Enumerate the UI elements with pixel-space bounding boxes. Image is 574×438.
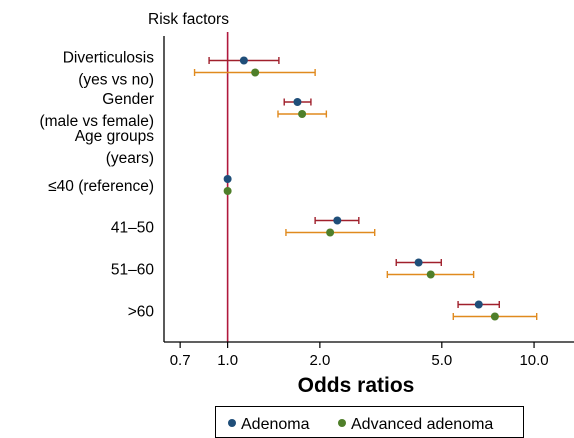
legend-label: Advanced adenoma bbox=[351, 416, 493, 433]
point-estimate bbox=[414, 258, 423, 267]
row-label: 41–50 bbox=[111, 220, 154, 237]
point-estimate bbox=[223, 175, 232, 183]
x-tick-label: 1.0 bbox=[217, 352, 238, 369]
legend-marker bbox=[228, 419, 236, 427]
point-estimate bbox=[474, 300, 483, 309]
row-label: Diverticulosis bbox=[63, 50, 155, 67]
risk-factors-header: Risk factors bbox=[148, 11, 229, 28]
forest-row: Diverticulosis (yes vs no) bbox=[63, 50, 316, 89]
legend-marker bbox=[338, 419, 346, 427]
x-tick-label: 10.0 bbox=[519, 352, 548, 369]
legend-box bbox=[215, 406, 524, 438]
row-label: Age groups bbox=[75, 128, 155, 145]
row-label: >60 bbox=[128, 304, 155, 321]
legend: Adenoma Advanced adenoma bbox=[215, 406, 524, 438]
x-tick-label: 5.0 bbox=[431, 352, 452, 369]
x-axis: 0.7 1.0 2.0 5.0 10.0 bbox=[164, 341, 574, 369]
legend-label: Adenoma bbox=[241, 416, 310, 433]
forest-row: 41–50 bbox=[111, 216, 376, 237]
point-estimate bbox=[251, 68, 260, 77]
point-estimate bbox=[490, 312, 499, 321]
point-estimate bbox=[426, 270, 435, 279]
x-tick-label: 2.0 bbox=[309, 352, 330, 369]
point-estimate bbox=[298, 110, 307, 118]
row-label: (male vs female) bbox=[39, 113, 154, 130]
row-label: (yes vs no) bbox=[78, 72, 154, 89]
row-label: 51–60 bbox=[111, 262, 154, 279]
point-estimate bbox=[293, 98, 302, 106]
row-label: (years) bbox=[106, 150, 154, 167]
point-estimate bbox=[239, 56, 248, 65]
forest-row: Gender (male vs female) bbox=[39, 91, 328, 130]
rows: Diverticulosis (yes vs no) Gender (male vs … bbox=[39, 50, 538, 321]
forest-row: >60 bbox=[128, 300, 538, 321]
forest-row: 51–60 bbox=[111, 258, 475, 279]
forest-row: Age groups (years) bbox=[75, 128, 155, 167]
x-tick-label: 0.7 bbox=[170, 352, 191, 369]
point-estimate bbox=[326, 228, 335, 237]
row-label: ≤40 (reference) bbox=[48, 178, 154, 195]
row-label: Gender bbox=[102, 91, 154, 108]
x-axis-label: Odds ratios bbox=[298, 374, 415, 397]
forest-row: ≤40 (reference) bbox=[48, 175, 232, 195]
point-estimate bbox=[333, 216, 342, 225]
point-estimate bbox=[223, 187, 232, 195]
